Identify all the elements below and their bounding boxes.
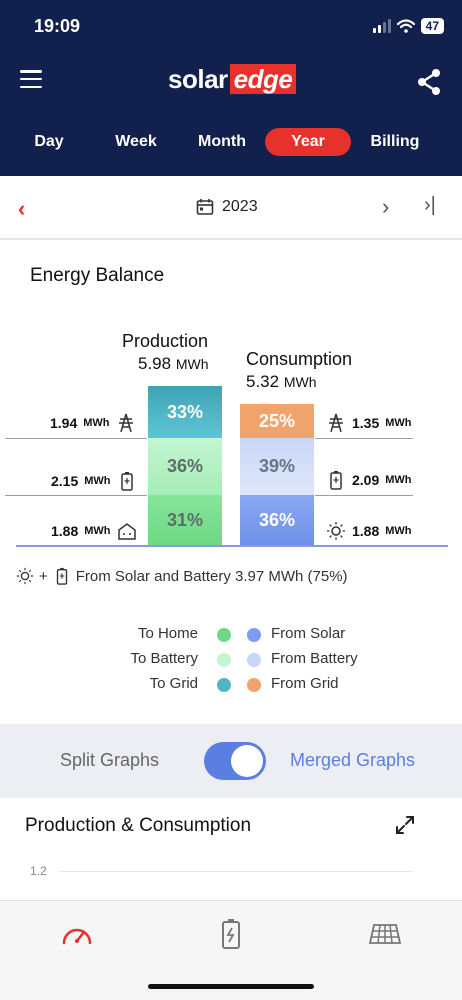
production-home-label: 1.88 MWh	[51, 521, 137, 541]
row-divider	[5, 495, 147, 496]
logo-edge: edge	[229, 64, 297, 94]
solaredge-logo: solar edge	[168, 64, 297, 95]
merged-graphs-label[interactable]: Merged Graphs	[290, 750, 416, 770]
share-icon[interactable]	[416, 68, 442, 96]
legend-row: To Battery From Battery	[0, 650, 462, 670]
production-consumption-title: Production & Consumption	[25, 815, 252, 836]
consumption-bar-from-battery: 39%	[240, 438, 314, 495]
date-navigation: ‹ 2023 › ›|	[0, 176, 462, 240]
date-picker[interactable]: 2023	[196, 198, 258, 216]
status-time: 19:09	[34, 16, 81, 36]
graph-mode-toggle[interactable]	[204, 742, 266, 780]
legend-dot-from-solar	[247, 628, 261, 642]
legend-dot-to-grid	[217, 678, 231, 692]
consumption-title: Consumption	[246, 349, 353, 369]
grid-tower-icon	[329, 413, 343, 433]
split-graphs-label[interactable]: Split Graphs	[60, 750, 160, 770]
solar-layout-icon[interactable]	[368, 919, 402, 949]
dashboard-gauge-icon[interactable]	[60, 919, 94, 949]
row-divider	[315, 495, 413, 496]
status-icons: 47	[372, 18, 444, 34]
production-bar-to-home: 31%	[148, 495, 222, 545]
battery-storage-icon[interactable]	[214, 919, 248, 949]
consumption-grid-label: 1.35 MWh	[326, 413, 412, 433]
legend-from-grid: From Grid	[271, 675, 339, 692]
expand-icon[interactable]	[394, 814, 416, 836]
home-indicator	[148, 984, 314, 989]
home-icon	[117, 523, 136, 540]
production-total: 5.98 MWh	[138, 354, 209, 373]
wifi-icon	[396, 19, 415, 33]
consumption-bar-from-solar: 36%	[240, 495, 314, 545]
row-divider	[5, 438, 147, 439]
period-label: 2023	[222, 198, 258, 215]
signal-icon	[372, 19, 391, 33]
period-tabs: Day Week Month Year Billing	[0, 128, 462, 158]
y-axis-tick: 1.2	[30, 864, 47, 878]
plus-sign: +	[39, 567, 48, 585]
legend-from-battery: From Battery	[271, 650, 358, 667]
battery-level: 47	[420, 18, 444, 34]
production-bar-to-grid: 33%	[148, 386, 222, 438]
battery-icon	[120, 472, 133, 491]
menu-button[interactable]	[20, 70, 42, 88]
row-divider	[315, 438, 413, 439]
legend-to-battery: To Battery	[130, 650, 198, 667]
graph-mode-toggle-area: Split Graphs Merged Graphs	[0, 724, 462, 798]
consumption-solar-label: 1.88 MWh	[326, 521, 412, 541]
chart-gridline	[60, 871, 412, 872]
toggle-knob	[231, 745, 263, 777]
legend-to-home: To Home	[137, 625, 198, 642]
grid-tower-icon	[118, 413, 133, 433]
app-header: 19:09 47 solar edge Day Week Month Year B…	[0, 0, 462, 176]
legend-to-grid: To Grid	[149, 675, 198, 692]
battery-icon	[330, 471, 342, 490]
previous-period-button[interactable]: ‹	[18, 196, 26, 221]
self-consumption-summary: + From Solar and Battery 3.97 MWh (75%)	[16, 566, 348, 586]
legend-row: To Grid From Grid	[0, 675, 462, 695]
tab-day[interactable]: Day	[34, 133, 64, 150]
legend-dot-to-battery	[217, 653, 231, 667]
legend-dot-to-home	[217, 628, 231, 642]
consumption-total: 5.32 MWh	[246, 372, 317, 391]
legend-row: To Home From Solar	[0, 625, 462, 645]
legend-from-solar: From Solar	[271, 625, 346, 642]
legend-dot-from-battery	[247, 653, 261, 667]
legend-dot-from-grid	[247, 678, 261, 692]
logo-solar: solar	[168, 64, 228, 94]
chart-baseline	[16, 545, 448, 547]
tab-year[interactable]: Year	[265, 128, 351, 156]
production-grid-label: 1.94 MWh	[50, 413, 136, 433]
energy-balance-title: Energy Balance	[30, 265, 165, 286]
production-bar-to-battery: 36%	[148, 438, 222, 495]
production-title: Production	[122, 331, 209, 351]
last-period-button[interactable]: ›|	[424, 194, 436, 216]
bottom-navigation	[0, 900, 462, 1000]
consumption-battery-label: 2.09 MWh	[326, 470, 412, 490]
self-consumption-text: From Solar and Battery 3.97 MWh (75%)	[75, 567, 348, 585]
sun-icon	[16, 567, 34, 585]
tab-week[interactable]: Week	[115, 133, 157, 150]
production-battery-label: 2.15 MWh	[51, 471, 137, 491]
tab-billing[interactable]: Billing	[370, 133, 420, 150]
next-period-button[interactable]: ›	[382, 194, 390, 219]
consumption-bar-from-grid: 25%	[240, 404, 314, 438]
sun-icon	[327, 522, 345, 540]
calendar-icon	[196, 199, 214, 215]
tab-month[interactable]: Month	[198, 133, 246, 150]
battery-icon	[56, 567, 67, 585]
